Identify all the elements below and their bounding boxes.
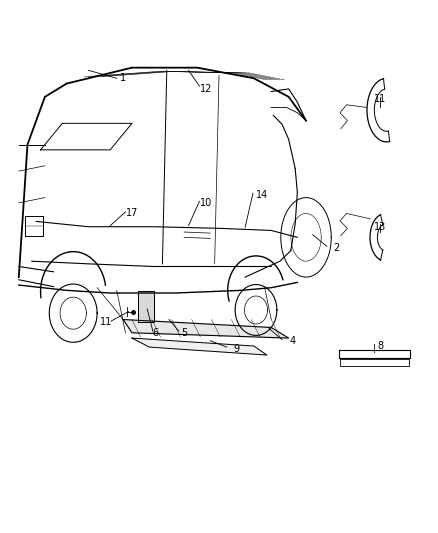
- Text: 4: 4: [290, 336, 296, 346]
- Text: 12: 12: [200, 84, 212, 94]
- Text: 11: 11: [374, 94, 386, 104]
- Text: 5: 5: [181, 328, 187, 338]
- Text: 8: 8: [377, 341, 383, 351]
- Text: 17: 17: [126, 208, 138, 219]
- Text: 6: 6: [153, 328, 159, 338]
- Text: 2: 2: [333, 243, 339, 253]
- Polygon shape: [132, 338, 267, 355]
- Polygon shape: [123, 319, 289, 338]
- Text: 9: 9: [233, 344, 240, 354]
- Text: 14: 14: [256, 190, 268, 200]
- Polygon shape: [138, 292, 154, 322]
- Text: 11: 11: [100, 317, 112, 327]
- Text: 10: 10: [200, 198, 212, 208]
- Text: 13: 13: [374, 222, 386, 232]
- Text: 1: 1: [120, 73, 126, 83]
